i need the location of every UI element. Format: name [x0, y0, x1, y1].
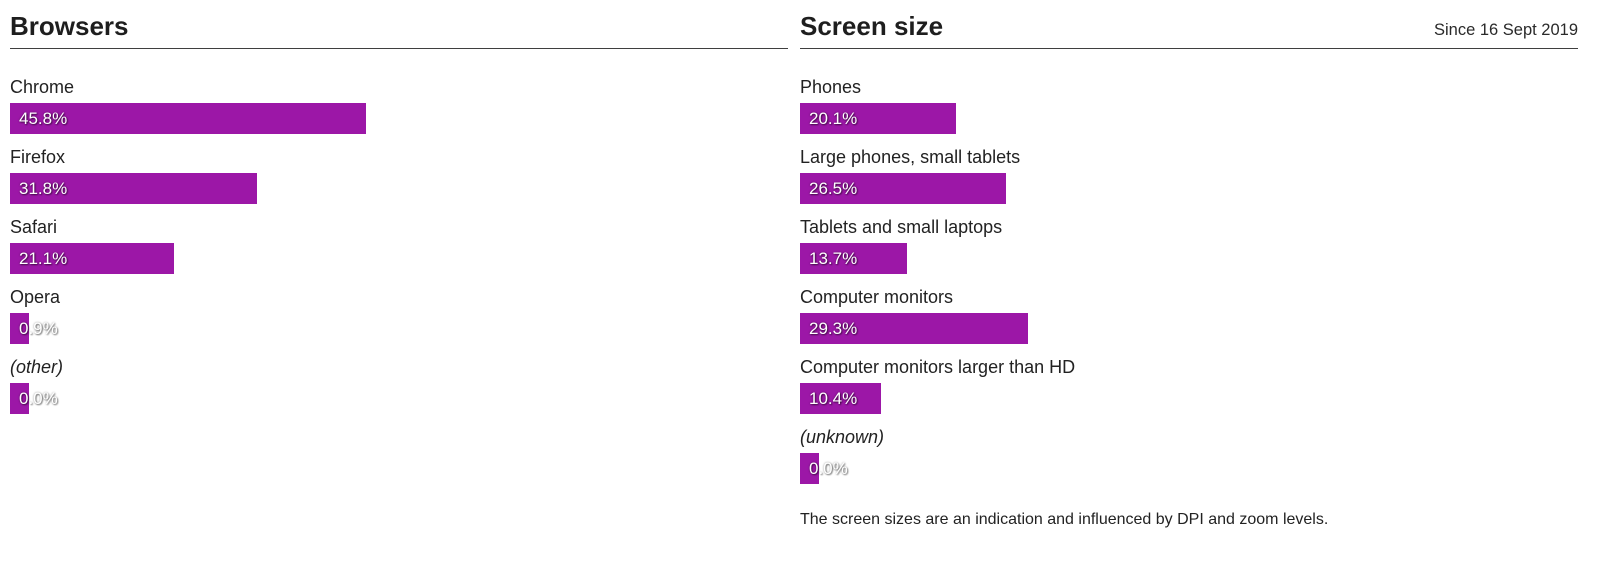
percentage-bar[interactable]: 0.9% [10, 312, 58, 344]
browsers-panel: Browsers Chrome 45.8% Firefox 31.8% Safari 21… [10, 10, 788, 545]
chart-row: Large phones, small tablets 26.5% [800, 146, 1578, 204]
bar-value-label: 0.9% [19, 318, 58, 338]
chart-row: Opera 0.9% [10, 286, 788, 344]
browsers-bar-list: Chrome 45.8% Firefox 31.8% Safari 21.1% Opera 0… [10, 76, 788, 414]
row-label: (other) [10, 356, 64, 377]
browsers-panel-header: Browsers [10, 10, 788, 49]
percentage-bar[interactable]: 10.4% [800, 382, 881, 414]
screen-size-footnote: The screen sizes are an indication and i… [800, 510, 1329, 528]
chart-row: Computer monitors 29.3% [800, 286, 1578, 344]
row-label: Safari [10, 216, 58, 237]
row-label: Firefox [10, 146, 66, 167]
screen-size-panel-header: Screen size Since 16 Sept 2019 [800, 10, 1578, 49]
bar-value-label: 45.8% [19, 108, 68, 128]
percentage-bar[interactable]: 31.8% [10, 172, 258, 204]
bar-value-label: 20.1% [809, 108, 858, 128]
row-label: Computer monitors larger than HD [800, 356, 1076, 377]
bar-value-label: 13.7% [809, 248, 858, 268]
panel-title-browsers: Browsers [10, 11, 129, 41]
chart-row: Phones 20.1% [800, 76, 1578, 134]
percentage-bar[interactable]: 20.1% [800, 102, 957, 134]
row-label: Chrome [10, 76, 75, 97]
percentage-bar[interactable]: 45.8% [10, 102, 367, 134]
chart-row: Computer monitors larger than HD 10.4% [800, 356, 1578, 414]
bar-value-label: 26.5% [809, 178, 858, 198]
chart-row: Tablets and small laptops 13.7% [800, 216, 1578, 274]
percentage-bar[interactable]: 26.5% [800, 172, 1007, 204]
bar-value-label: 10.4% [809, 388, 858, 408]
bar-value-label: 0.0% [19, 388, 58, 408]
chart-row: (unknown) 0.0% [800, 426, 1578, 484]
percentage-bar[interactable]: 21.1% [10, 242, 175, 274]
percentage-bar[interactable]: 0.0% [800, 452, 848, 484]
chart-row: Chrome 45.8% [10, 76, 788, 134]
percentage-bar[interactable]: 13.7% [800, 242, 907, 274]
bar-value-label: 29.3% [809, 318, 858, 338]
row-label: Computer monitors [800, 286, 954, 307]
bar-value-label: 21.1% [19, 248, 68, 268]
percentage-bar[interactable]: 0.0% [10, 382, 58, 414]
chart-row: Safari 21.1% [10, 216, 788, 274]
chart-row: (other) 0.0% [10, 356, 788, 414]
row-label: Phones [800, 76, 862, 97]
screen-size-bar-list: Phones 20.1% Large phones, small tablets 26… [800, 76, 1578, 484]
row-label: Tablets and small laptops [800, 216, 1003, 237]
date-range-label: Since 16 Sept 2019 [1433, 21, 1578, 39]
percentage-bar[interactable]: 29.3% [800, 312, 1028, 344]
screen-size-panel: Screen size Since 16 Sept 2019 Phones 20.… [800, 10, 1578, 545]
row-label: Large phones, small tablets [800, 146, 1021, 167]
bar-value-label: 0.0% [809, 458, 848, 478]
chart-row: Firefox 31.8% [10, 146, 788, 204]
row-label: (unknown) [800, 426, 885, 447]
analytics-dashboard: Browsers Chrome 45.8% Firefox 31.8% Safari 21… [10, 10, 1578, 545]
row-label: Opera [10, 286, 61, 307]
bar-value-label: 31.8% [19, 178, 68, 198]
panel-title-screen-size: Screen size [800, 11, 944, 41]
